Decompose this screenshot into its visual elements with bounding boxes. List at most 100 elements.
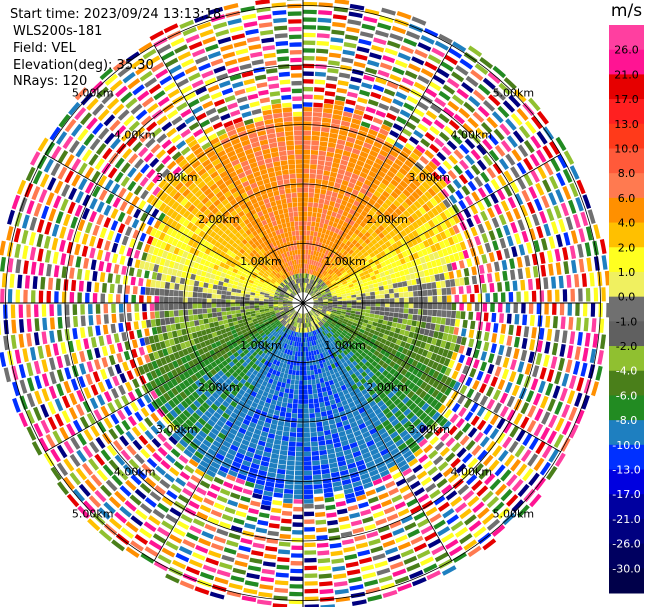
range-gate (101, 346, 109, 357)
range-gate (360, 509, 372, 517)
range-gate (492, 389, 501, 401)
range-gate (313, 260, 317, 266)
range-gate (318, 573, 332, 579)
range-gate (436, 68, 450, 79)
range-gate (406, 411, 415, 420)
range-gate (134, 303, 139, 312)
range-gate (375, 30, 389, 38)
range-gate (48, 357, 56, 371)
range-gate (322, 317, 327, 322)
range-gate (355, 290, 361, 295)
range-gate (320, 411, 327, 417)
range-gate (462, 365, 470, 375)
range-gate (379, 290, 385, 295)
range-gate (511, 384, 520, 397)
range-gate (400, 229, 408, 237)
range-gate (372, 117, 383, 125)
range-gate (286, 378, 291, 384)
range-gate (157, 446, 168, 457)
range-gate (265, 545, 278, 552)
range-gate (392, 317, 398, 323)
range-gate (319, 262, 323, 268)
range-gate (327, 448, 335, 455)
range-gate (420, 138, 431, 148)
range-gate (274, 487, 284, 494)
range-gate (356, 251, 363, 257)
range-gate (313, 303, 319, 305)
range-gate (303, 375, 307, 381)
range-gate (240, 296, 245, 300)
range-gate (199, 324, 206, 331)
range-gate (268, 299, 274, 302)
range-gate (310, 432, 317, 437)
range-gate (404, 371, 412, 379)
range-gate (323, 271, 328, 277)
range-gate (459, 303, 464, 311)
range-gate (500, 469, 512, 482)
range-gate (365, 306, 371, 310)
range-gate (428, 268, 435, 276)
range-gate (394, 141, 404, 150)
range-gate (384, 174, 393, 183)
range-gate (367, 268, 374, 274)
range-gate (324, 496, 335, 503)
range-gate (89, 441, 100, 454)
range-gate (288, 446, 296, 452)
range-gate (567, 303, 572, 316)
range-gate (325, 229, 331, 236)
range-gate (382, 407, 391, 415)
range-gate (317, 322, 322, 327)
range-gate (312, 384, 317, 390)
range-gate (374, 396, 382, 404)
range-gate (311, 145, 319, 151)
range-gate (398, 313, 404, 319)
range-gate (179, 316, 185, 323)
range-gate (192, 297, 198, 303)
range-gate (49, 304, 54, 317)
range-gate (322, 248, 327, 254)
range-gate (479, 274, 485, 284)
range-gate (320, 289, 325, 293)
range-gate (303, 107, 313, 112)
range-gate (386, 170, 396, 179)
range-gate (383, 506, 396, 515)
range-gate (488, 230, 496, 241)
range-gate (380, 261, 387, 268)
range-gate (287, 451, 296, 456)
range-gate (52, 251, 59, 264)
range-gate (389, 360, 396, 368)
range-gate (378, 492, 389, 500)
range-gate (330, 290, 336, 294)
range-gate (473, 526, 487, 538)
range-gate (526, 242, 533, 254)
range-gate (338, 516, 350, 523)
range-gate (114, 363, 122, 375)
range-gate (80, 304, 85, 315)
range-gate (303, 351, 306, 357)
range-gate (470, 402, 479, 413)
range-gate (417, 493, 430, 503)
range-gate (557, 154, 568, 169)
range-gate (326, 409, 333, 416)
range-gate (316, 309, 322, 313)
range-gate (284, 368, 289, 374)
range-gate (494, 464, 506, 477)
range-gate (100, 293, 106, 303)
range-gate (407, 215, 415, 224)
range-gate (169, 466, 180, 477)
range-gate (100, 449, 112, 462)
range-gate (550, 356, 558, 369)
range-gate (320, 233, 325, 239)
ray (307, 33, 453, 294)
range-gate (408, 297, 414, 303)
range-gate (291, 545, 303, 551)
range-gate (285, 479, 294, 485)
range-gate (502, 357, 510, 368)
range-gate (305, 288, 308, 293)
range-gate (313, 197, 319, 203)
range-gate (407, 528, 420, 538)
range-gate (225, 303, 231, 307)
range-gate (308, 197, 314, 203)
range-gate (351, 268, 358, 274)
range-gate (365, 295, 371, 300)
